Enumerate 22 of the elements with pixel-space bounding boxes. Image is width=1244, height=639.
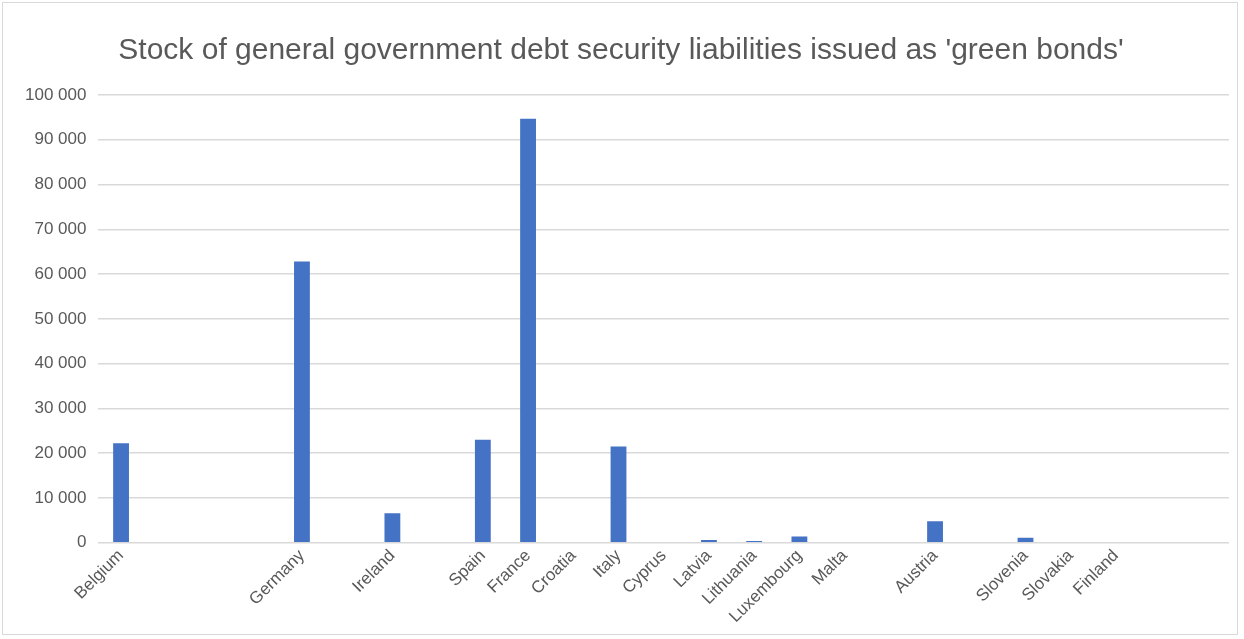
x-tick-label: Italy <box>589 545 625 582</box>
y-tick-label: 40 000 <box>34 353 87 373</box>
y-tick-label: 30 000 <box>34 398 87 418</box>
bar <box>113 443 129 542</box>
bar <box>294 261 310 542</box>
bar <box>384 513 401 542</box>
y-tick-label: 80 000 <box>34 174 87 194</box>
y-tick-label: 100 000 <box>25 84 87 104</box>
y-tick-label: 50 000 <box>34 308 87 328</box>
bar <box>520 118 536 542</box>
bar <box>610 446 627 542</box>
bar <box>791 536 808 542</box>
y-tick-label: 90 000 <box>34 129 87 149</box>
y-tick-label: 60 000 <box>34 263 87 283</box>
chart-title: Stock of general government debt security liabilities issued as 'green bonds' <box>118 32 1124 66</box>
bar <box>1017 537 1034 542</box>
y-tick-label: 0 <box>76 532 87 552</box>
bar <box>474 439 491 542</box>
y-tick-label: 70 000 <box>34 219 87 239</box>
y-tick-label: 20 000 <box>34 442 87 462</box>
y-tick-label: 10 000 <box>34 487 87 507</box>
bar <box>927 521 943 542</box>
